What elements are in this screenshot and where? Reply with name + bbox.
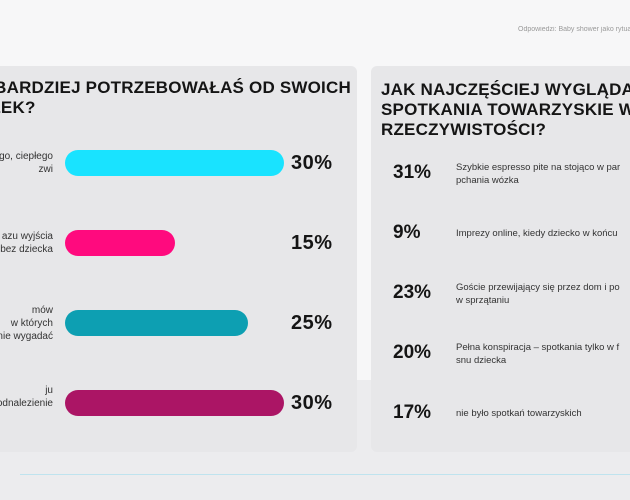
bar-3 <box>65 310 248 336</box>
bar-value-1: 30% <box>291 152 333 174</box>
row-value-5: 17% <box>393 402 432 423</box>
row-text-2-line-1: Imprezy online, kiedy dziecko w końcu <box>456 228 618 239</box>
bar-value-4: 30% <box>291 392 333 414</box>
row-value-4: 20% <box>393 342 432 363</box>
left-title-line-1: AJBARDZIEJ POTRZEBOWAŁAŚ OD SWOICH <box>0 78 351 97</box>
bar-value-3: 25% <box>291 312 333 334</box>
bar-label-4: ju odnalezienie <box>0 384 53 410</box>
bar-label-3-line-2: w których <box>10 318 53 329</box>
row-text-1-line-2: pchania wózka <box>456 175 519 186</box>
footer-divider <box>20 474 630 475</box>
bar-label-2: azu wyjścia bez dziecka <box>0 230 53 256</box>
bar-2 <box>65 230 175 256</box>
row-text-5-line-1: nie było spotkań towarzyskich <box>456 408 582 419</box>
right-list-panel: JAK NAJCZĘŚCIEJ WYGLĄDAŁ SPOTKANIA TOWAR… <box>371 66 630 452</box>
bar-label-2-line-1: azu wyjścia <box>1 231 53 242</box>
left-chart-title: AJBARDZIEJ POTRZEBOWAŁAŚ OD SWOICH IÓŁEK… <box>0 78 351 118</box>
right-list-title: JAK NAJCZĘŚCIEJ WYGLĄDAŁ SPOTKANIA TOWAR… <box>381 80 630 140</box>
left-title-line-2: IÓŁEK? <box>0 98 36 117</box>
right-title-line-1: JAK NAJCZĘŚCIEJ WYGLĄDAŁ <box>381 80 630 99</box>
left-chart-panel: AJBARDZIEJ POTRZEBOWAŁAŚ OD SWOICH IÓŁEK… <box>0 66 357 452</box>
right-title-line-2: SPOTKANIA TOWARZYSKIE W R <box>381 100 630 119</box>
bar-label-2-line-2: bez dziecka <box>0 244 53 255</box>
row-text-4: Pełna konspiracja – spotkania tylko w f … <box>456 341 619 367</box>
row-text-3-line-1: Goście przewijający się przez dom i po <box>456 282 620 293</box>
row-text-1: Szybkie espresso pite na stojąco w par p… <box>456 161 620 187</box>
row-value-3: 23% <box>393 282 432 303</box>
source-note: Odpowiedzi: Baby shower jako rytuał pr <box>518 26 630 33</box>
row-text-5: nie było spotkań towarzyskich <box>456 407 582 420</box>
bar-label-1-line-1: go, ciepłego <box>0 151 53 162</box>
row-value-1: 31% <box>393 162 432 183</box>
row-text-2: Imprezy online, kiedy dziecko w końcu <box>456 227 618 240</box>
bar-label-3: mów w których nie wygadać <box>0 304 53 343</box>
bar-label-3-line-1: mów <box>31 305 53 316</box>
bar-label-4-line-2: odnalezienie <box>0 398 53 409</box>
row-text-3: Goście przewijający się przez dom i po w… <box>456 281 620 307</box>
bar-4 <box>65 390 284 416</box>
bar-value-2: 15% <box>291 232 333 254</box>
row-text-4-line-2: snu dziecka <box>456 355 507 366</box>
bar-label-4-line-1: ju <box>45 385 53 396</box>
right-title-line-3: RZECZYWISTOŚCI? <box>381 120 547 139</box>
row-value-2: 9% <box>393 222 421 243</box>
row-text-4-line-1: Pełna konspiracja – spotkania tylko w f <box>456 342 620 353</box>
bar-label-1-line-2: zwi <box>38 164 53 175</box>
bar-1 <box>65 150 284 176</box>
row-text-1-line-1: Szybkie espresso pite na stojąco w par <box>456 162 621 173</box>
bar-label-1: go, ciepłego zwi <box>0 150 53 176</box>
row-text-3-line-2: w sprzątaniu <box>456 295 510 306</box>
bar-label-3-line-3: nie wygadać <box>0 331 53 342</box>
